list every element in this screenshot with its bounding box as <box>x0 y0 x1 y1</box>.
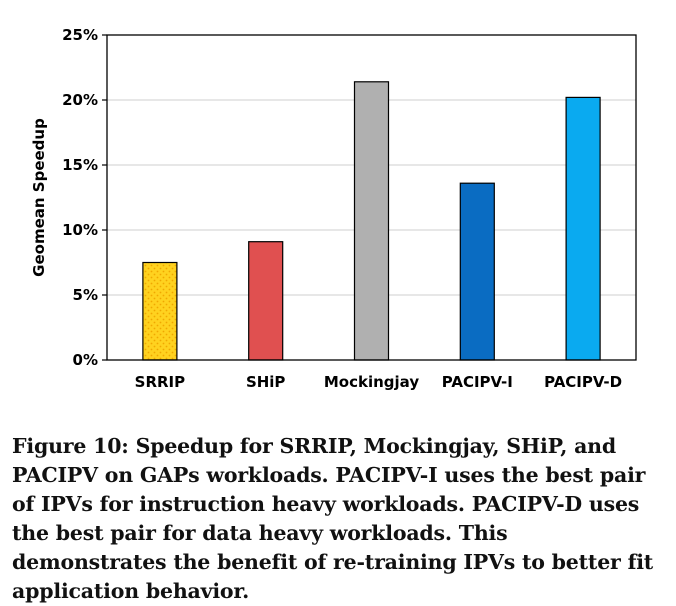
y-axis-ticks: 0% 5% 10% 15% 20% 25% <box>62 26 107 369</box>
x-tick-label-srrip: SRRIP <box>135 373 185 391</box>
figure-caption: Figure 10: Speedup for SRRIP, Mockingjay… <box>12 434 654 603</box>
y-tick-label: 20% <box>62 91 98 109</box>
x-tick-label-ship: SHiP <box>246 373 286 391</box>
plot-frame <box>106 34 637 361</box>
y-tick-label: 25% <box>62 26 98 44</box>
bars <box>142 81 601 361</box>
y-axis-title: Geomean Speedup <box>30 118 48 277</box>
x-tick-label-pacipv-d: PACIPV-D <box>544 373 622 391</box>
x-tick-label-mockingjay: Mockingjay <box>324 373 419 391</box>
y-tick-label: 15% <box>62 156 98 174</box>
x-tick-label-pacipv-i: PACIPV-I <box>442 373 513 391</box>
bar-ship <box>248 241 284 361</box>
y-tick-label: 5% <box>73 286 98 304</box>
y-tick-label: 0% <box>73 351 98 369</box>
bar-srrip <box>142 261 178 361</box>
bar-pacipv-i <box>459 182 495 361</box>
y-tick-label: 10% <box>62 221 98 239</box>
speedup-bar-chart: 0% 5% 10% 15% 20% 25% SRRIP SHiP Mockingjay PACI… <box>30 26 637 391</box>
bar-mockingjay <box>353 81 390 361</box>
x-axis-labels: SRRIP SHiP Mockingjay PACIPV-I PACIPV-D <box>135 373 622 391</box>
bar-pacipv-d <box>565 96 601 361</box>
